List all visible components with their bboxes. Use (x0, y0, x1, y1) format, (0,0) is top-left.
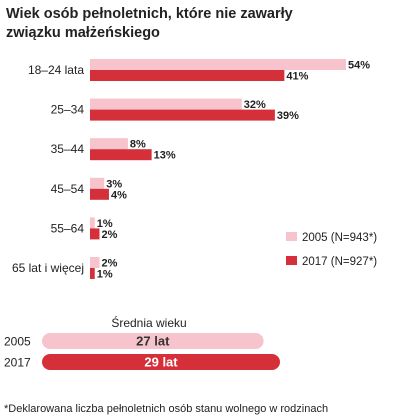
average-title: Średnia wieku (111, 315, 186, 330)
bar-2017-45-54 (90, 188, 109, 200)
bar-plot: 18–24 lata 54% 41% 25–34 32% 39% 35–44 8% 13% 45–… (12, 59, 370, 281)
average-value-2017: 29 lat (144, 355, 178, 370)
average-year-2017: 2017 (4, 356, 31, 370)
footnote: *Deklarowana liczba pełnoletnich osób st… (4, 403, 328, 415)
category-label-45-54: 45–54 (51, 182, 85, 196)
legend-swatch-2017 (286, 256, 297, 265)
legend: 2005 (N=943*) 2017 (N=927*) (286, 232, 377, 268)
average-value-2005: 27 lat (136, 334, 170, 349)
bar-2017-55-64 (90, 228, 100, 240)
value-label-2017-35-44: 13% (154, 150, 176, 162)
bar-2005-18-24-lata (90, 59, 346, 70)
bar-2005-65-lat-i-więcej (90, 257, 100, 268)
value-label-2017-45-54: 4% (111, 189, 127, 201)
average-year-2005: 2005 (4, 335, 31, 349)
category-label-65-lat-i-więcej: 65 lat i więcej (12, 261, 84, 275)
category-label-35-44: 35–44 (51, 142, 85, 156)
value-label-2017-25-34: 39% (277, 110, 299, 122)
value-label-2005-45-54: 3% (106, 178, 122, 190)
category-label-25-34: 25–34 (51, 103, 85, 117)
value-label-2005-18-24-lata: 54% (348, 60, 370, 72)
category-label-55-64: 55–64 (51, 221, 85, 235)
value-label-2005-55-64: 1% (97, 218, 113, 230)
category-label-18-24-lata: 18–24 lata (28, 63, 84, 77)
bar-2005-45-54 (90, 177, 105, 189)
bar-2017-35-44 (90, 149, 152, 161)
legend-swatch-2005 (286, 232, 297, 241)
value-label-2005-25-34: 32% (244, 99, 266, 111)
title-line-1: Wiek osób pełnoletnich, które nie zawarł… (6, 6, 293, 22)
value-label-2017-65-lat-i-więcej: 1% (97, 269, 113, 281)
bar-2017-65-lat-i-więcej (90, 268, 95, 279)
bar-2005-35-44 (90, 138, 128, 150)
value-label-2017-18-24-lata: 41% (286, 71, 308, 83)
average-age-section: Średnia wieku 2005 27 lat 2017 29 lat (4, 315, 280, 370)
title-line-2: związku małżeńskiego (6, 25, 160, 41)
value-label-2005-65-lat-i-więcej: 2% (101, 258, 117, 270)
average-bar-2005 (42, 333, 264, 349)
bar-2005-55-64 (90, 217, 95, 229)
bar-2017-18-24-lata (90, 70, 285, 81)
chart-title: Wiek osób pełnoletnich, które nie zawarł… (6, 6, 293, 41)
value-label-2005-35-44: 8% (130, 139, 146, 151)
bar-2017-25-34 (90, 109, 275, 121)
legend-label-2005: 2005 (N=943*) (302, 232, 377, 244)
value-label-2017-55-64: 2% (101, 229, 117, 241)
legend-label-2017: 2017 (N=927*) (302, 256, 377, 268)
average-bar-2017 (42, 354, 280, 370)
bar-2005-25-34 (90, 98, 242, 110)
